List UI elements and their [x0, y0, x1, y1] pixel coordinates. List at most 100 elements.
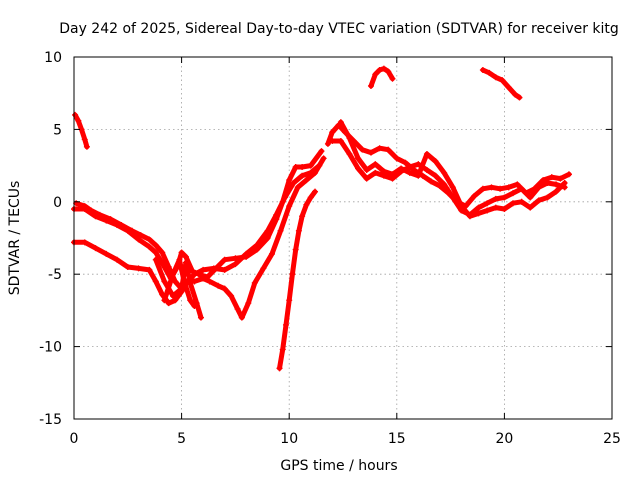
- plot-frame: [73, 56, 613, 420]
- data-point-marker: [294, 184, 301, 191]
- data-point-marker: [318, 148, 325, 155]
- data-point-marker: [129, 227, 136, 234]
- data-point-marker: [346, 151, 353, 158]
- data-point-marker: [527, 194, 534, 201]
- data-point-marker: [307, 162, 314, 169]
- series-trace-6: [161, 256, 198, 310]
- data-point-marker: [553, 188, 560, 195]
- data-point-marker: [200, 275, 207, 282]
- data-point-marker: [279, 346, 286, 353]
- data-point-marker: [479, 185, 486, 192]
- series-trace: [329, 138, 568, 218]
- data-point-marker: [355, 155, 362, 162]
- data-point-marker: [299, 213, 306, 220]
- data-point-marker: [72, 111, 79, 118]
- data-point-marker: [389, 171, 396, 178]
- data-point-marker: [96, 211, 103, 218]
- data-point-marker: [449, 184, 456, 191]
- y-axis-label: SDTVAR / TECUs: [7, 181, 23, 296]
- data-point-marker: [92, 245, 99, 252]
- data-point-marker: [389, 75, 396, 82]
- data-point-marker: [180, 276, 187, 283]
- data-point-marker: [152, 249, 159, 256]
- data-point-marker: [234, 305, 241, 312]
- data-point-marker: [286, 203, 293, 210]
- data-point-marker: [484, 207, 491, 214]
- data-point-marker: [376, 67, 383, 74]
- data-point-marker: [428, 178, 435, 185]
- data-point-marker: [544, 179, 551, 186]
- data-point-marker: [544, 194, 551, 201]
- data-point-marker: [169, 271, 176, 278]
- data-point-marker: [289, 271, 296, 278]
- data-point-marker: [540, 177, 547, 184]
- data-point-marker: [486, 69, 493, 76]
- data-point-marker: [292, 246, 299, 253]
- data-point-marker: [432, 172, 439, 179]
- data-point-marker: [518, 198, 525, 205]
- data-point-marker: [398, 165, 405, 172]
- data-point-marker: [215, 282, 222, 289]
- data-point-marker: [232, 255, 239, 262]
- grid-lines: [74, 57, 612, 419]
- data-point-marker: [372, 169, 379, 176]
- data-point-marker: [286, 297, 293, 304]
- x-tick-label: 15: [388, 431, 406, 447]
- data-point-marker: [81, 203, 88, 210]
- data-point-marker: [146, 243, 153, 250]
- axis-ticks: 0 5 10 15 20 25 -15 -10 -5 0 5 10: [39, 50, 621, 447]
- data-point-marker: [324, 140, 331, 147]
- data-point-marker: [251, 279, 258, 286]
- data-point-marker: [565, 171, 572, 178]
- data-point-marker: [303, 201, 310, 208]
- data-point-marker: [432, 158, 439, 165]
- data-point-marker: [376, 145, 383, 152]
- data-point-marker: [492, 195, 499, 202]
- data-point-marker: [488, 184, 495, 191]
- series-trace: [480, 67, 522, 100]
- data-point-marker: [245, 300, 252, 307]
- data-point-marker: [535, 197, 542, 204]
- data-point-marker: [337, 137, 344, 144]
- data-point-marker: [176, 256, 183, 263]
- series-trace: [161, 257, 197, 309]
- data-point-marker: [380, 168, 387, 175]
- data-point-marker: [510, 200, 517, 207]
- data-point-marker: [436, 182, 443, 189]
- data-point-marker: [393, 155, 400, 162]
- x-axis-label: GPS time / hours: [280, 458, 397, 474]
- data-point-marker: [103, 250, 110, 257]
- x-tick-label: 5: [177, 431, 186, 447]
- data-point-marker: [221, 285, 228, 292]
- y-tick-label: 5: [53, 122, 62, 138]
- data-point-marker: [385, 68, 392, 75]
- data-point-marker: [178, 249, 185, 256]
- data-point-marker: [441, 181, 448, 188]
- data-point-marker: [512, 91, 519, 98]
- data-point-marker: [187, 279, 194, 286]
- data-point-marker: [499, 77, 506, 84]
- data-point-marker: [290, 179, 297, 186]
- data-point-marker: [182, 259, 189, 266]
- data-point-marker: [423, 151, 430, 158]
- data-point-marker: [75, 117, 82, 124]
- data-point-marker: [243, 250, 250, 257]
- y-tick-label: 10: [44, 50, 62, 66]
- data-point-marker: [423, 166, 430, 173]
- data-point-marker: [282, 321, 289, 328]
- data-point-marker: [372, 161, 379, 168]
- x-tick-label: 25: [603, 431, 621, 447]
- series-trace-9: [329, 137, 568, 218]
- series-trace-10: [337, 119, 568, 220]
- data-point-marker: [471, 193, 478, 200]
- data-point-marker: [286, 177, 293, 184]
- data-point-marker: [527, 204, 534, 211]
- x-tick-label: 20: [495, 431, 513, 447]
- data-point-marker: [159, 249, 166, 256]
- data-point-marker: [182, 253, 189, 260]
- data-point-marker: [458, 203, 465, 210]
- data-point-marker: [307, 194, 314, 201]
- data-point-marker: [277, 227, 284, 234]
- data-point-marker: [385, 146, 392, 153]
- data-point-marker: [475, 204, 482, 211]
